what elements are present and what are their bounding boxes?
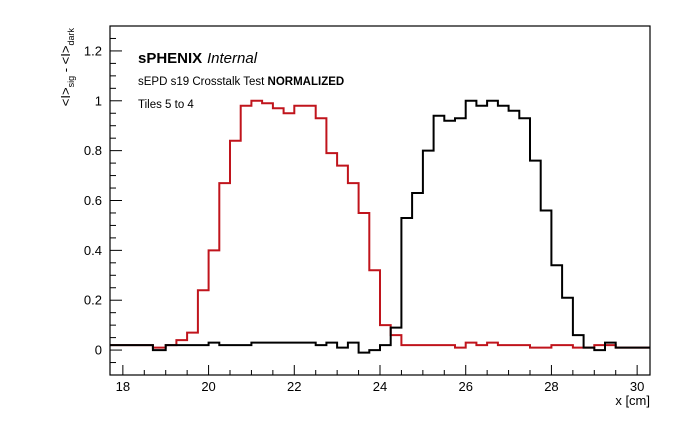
subtitle-plain: sEPD s19 Crosstalk Test	[138, 76, 268, 88]
y-tick-label: 0.8	[84, 143, 102, 158]
y-title-part-2: - <I>	[58, 46, 73, 76]
y-tick-label: 0	[95, 343, 102, 358]
x-tick-label: 28	[544, 379, 558, 394]
x-tick-label: 26	[458, 379, 472, 394]
subtitle-bold: NORMALIZED	[268, 76, 345, 88]
plot-frame	[109, 25, 651, 376]
x-tick-label: 20	[201, 379, 215, 394]
tiles-label: Tiles 5 to 4	[138, 99, 194, 111]
y-tick-label: 0.2	[84, 293, 102, 308]
x-tick-label: 24	[373, 379, 387, 394]
chart-subtitle: sEPD s19 Crosstalk Test NORMALIZED	[138, 76, 344, 88]
x-tick-label: 18	[116, 379, 130, 394]
tick-labels: 18 20 22 24 26 28 30 0 0.2 0.4 0.6 0.8 1 1.2	[84, 43, 644, 394]
header-status: Internal	[207, 50, 258, 67]
x-tick-label: 30	[630, 379, 644, 394]
x-tick-label: 22	[287, 379, 301, 394]
y-title-part-1: <I>	[58, 87, 73, 106]
header-experiment: sPHENIX	[138, 50, 202, 67]
y-tick-label: 1.2	[84, 43, 102, 58]
series-layer	[110, 99, 650, 354]
y-axis-title: <I>sig - <I>dark	[58, 28, 76, 107]
y-tick-label: 1	[95, 93, 102, 108]
y-tick-label: 0.6	[84, 193, 102, 208]
axis-ticks	[110, 25, 638, 376]
series-2-step-line	[110, 99, 650, 354]
y-title-sub-2: dark	[66, 28, 76, 46]
y-tick-label: 0.4	[84, 243, 102, 258]
y-title-sub-1: sig	[66, 76, 76, 88]
x-axis-title: x [cm]	[615, 393, 650, 408]
series-1-step-line	[110, 99, 650, 349]
